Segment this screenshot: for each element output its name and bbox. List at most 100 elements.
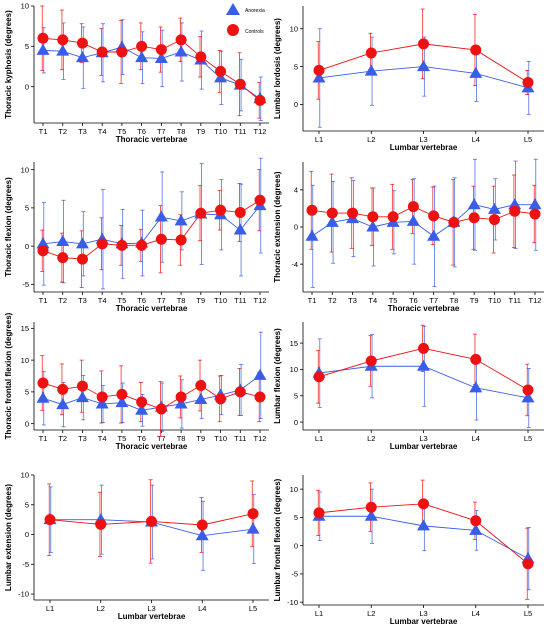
x-tick-label: T11 <box>509 296 521 305</box>
data-point-controls <box>57 252 69 264</box>
series-line <box>318 365 529 399</box>
data-point-anorexia <box>56 235 70 247</box>
x-tick-label: T11 <box>234 434 246 443</box>
data-point-controls <box>195 207 207 219</box>
data-point-anorexia <box>325 215 339 227</box>
x-tick-label: T5 <box>118 296 127 305</box>
x-tick-label: T1 <box>308 296 317 305</box>
data-point-controls <box>215 204 227 216</box>
data-point-anorexia <box>174 397 188 409</box>
data-point-anorexia <box>469 381 483 393</box>
data-point-controls <box>347 207 359 219</box>
data-point-controls <box>522 77 534 89</box>
data-point-anorexia <box>406 214 420 226</box>
y-axis-title: Thoracic frontal flexion (degrees) <box>4 312 13 439</box>
data-point-anorexia <box>364 509 378 521</box>
data-point-controls <box>215 65 227 77</box>
y-axis-title: Lumbar lordosis (degrees) <box>273 18 282 119</box>
chart-panel: -10 -5 0 5 10 L1 L2 L3 L4 L5 Lumbar vertebrae Lumba… <box>4 471 269 621</box>
data-point-controls <box>175 34 187 46</box>
x-tick-label: T11 <box>234 296 246 305</box>
x-tick-label: T3 <box>78 296 87 305</box>
y-axis-title: Thoracic extension (degrees) <box>273 171 282 282</box>
y-tick-label: 10 <box>21 165 29 174</box>
data-point-anorexia <box>312 71 326 83</box>
x-axis-title: Thoracic vertebrae <box>116 304 188 313</box>
data-point-controls <box>254 94 266 106</box>
y-tick-label: 0 <box>25 242 29 251</box>
data-point-controls <box>470 44 482 56</box>
x-tick-label: L3 <box>419 609 427 618</box>
data-point-controls <box>76 253 88 265</box>
y-tick-label: 10 <box>290 365 298 374</box>
y-tick-label: -5 <box>291 570 298 579</box>
x-tick-label: L5 <box>249 604 257 613</box>
data-point-controls <box>37 32 49 44</box>
data-point-anorexia <box>194 393 208 405</box>
data-point-controls <box>470 515 482 527</box>
series-line <box>42 46 261 100</box>
y-tick-label: 5 <box>294 513 298 522</box>
x-tick-label: T2 <box>58 127 67 136</box>
x-tick-label: L3 <box>147 604 155 613</box>
data-point-anorexia <box>75 237 89 249</box>
data-point-controls <box>470 353 482 365</box>
legend-label-controls: Controls <box>245 29 264 35</box>
data-point-controls <box>57 34 69 46</box>
data-point-anorexia <box>154 210 168 222</box>
data-point-anorexia <box>366 220 380 232</box>
x-tick-label: L2 <box>97 604 105 613</box>
legend: Anorexia Controls <box>226 3 265 36</box>
data-point-anorexia <box>364 64 378 76</box>
x-axis-title: Lumbar vertebrae <box>390 442 458 451</box>
x-tick-label: T8 <box>177 127 186 136</box>
x-tick-label: T1 <box>39 127 48 136</box>
data-point-anorexia <box>528 198 542 210</box>
data-point-controls <box>234 386 246 398</box>
data-point-anorexia <box>115 396 129 408</box>
legend-label-anorexia: Anorexia <box>245 8 265 14</box>
x-tick-label: T11 <box>234 127 246 136</box>
x-tick-label: T9 <box>470 296 479 305</box>
data-point-anorexia <box>75 51 89 63</box>
data-point-controls <box>313 507 325 519</box>
data-point-controls <box>365 47 377 59</box>
y-tick-label: 0 <box>25 419 29 428</box>
x-tick-label: T6 <box>137 296 146 305</box>
data-point-controls <box>116 388 128 400</box>
chart-panel: -5 0 5 10 T1 T2 T3 T4 T5 T6 T7 T8 T9 T10 T11 T12 Thoraci… <box>4 157 269 313</box>
x-tick-label: L2 <box>367 434 375 443</box>
x-axis-title: Lumbar vertebrae <box>390 617 458 626</box>
x-tick-label: L1 <box>315 434 323 443</box>
y-tick-label: 0 <box>294 541 298 550</box>
x-axis-title: Lumbar vertebrae <box>118 612 186 621</box>
x-tick-label: T2 <box>58 296 67 305</box>
y-tick-label: 4 <box>294 186 298 195</box>
data-point-anorexia <box>75 391 89 403</box>
x-tick-label: T6 <box>137 434 146 443</box>
y-axis-title: Lumbar extension (degrees) <box>4 484 13 591</box>
legend-marker-anorexia <box>226 3 240 15</box>
data-point-controls <box>247 508 259 520</box>
x-tick-label: T12 <box>254 434 267 443</box>
data-point-controls <box>96 46 108 58</box>
x-tick-label: T8 <box>177 296 186 305</box>
y-tick-label: -10 <box>287 598 298 607</box>
data-point-controls <box>57 383 69 395</box>
x-tick-label: T2 <box>58 434 67 443</box>
data-point-controls <box>175 234 187 246</box>
data-point-controls <box>313 371 325 383</box>
x-tick-label: T5 <box>118 127 127 136</box>
y-tick-label: -5 <box>22 280 29 289</box>
x-tick-label: L5 <box>524 135 532 144</box>
x-tick-label: T4 <box>98 434 107 443</box>
data-point-controls <box>195 51 207 63</box>
x-tick-label: L2 <box>367 609 375 618</box>
data-point-anorexia <box>417 359 430 371</box>
y-tick-label: -5 <box>22 560 29 569</box>
data-point-controls <box>254 194 266 206</box>
data-point-anorexia <box>195 529 209 541</box>
data-point-controls <box>76 380 88 392</box>
chart-panel: 0 5 10 15 T1 T2 T3 T4 T5 T6 T7 T8 T9 T10 T11 T12 Thoraci… <box>4 312 269 451</box>
x-tick-label: T7 <box>429 296 438 305</box>
